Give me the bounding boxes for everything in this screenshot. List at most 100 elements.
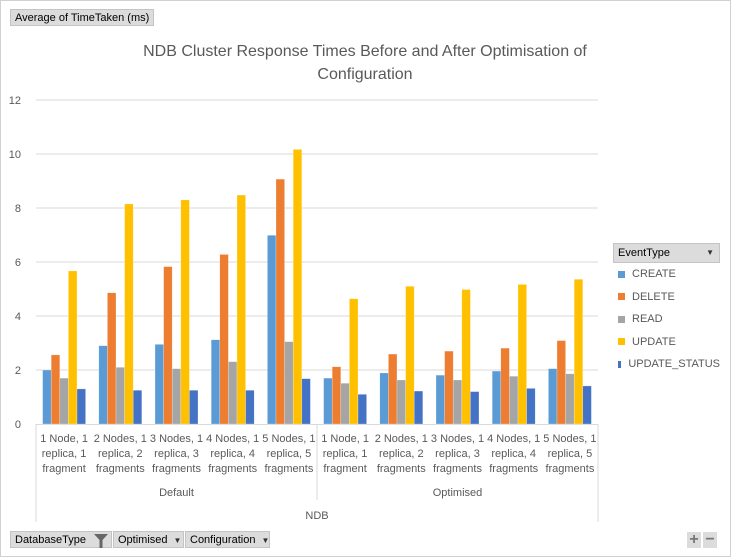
category-label: fragments <box>433 463 482 475</box>
category-label: replica, 4 <box>491 448 536 460</box>
category-label: fragment <box>42 463 85 475</box>
y-tick-label: 6 <box>15 257 21 269</box>
bar-read <box>228 361 238 425</box>
bar-update <box>68 270 78 425</box>
bar-update-status <box>245 390 255 425</box>
chart-title: Configuration <box>317 66 412 83</box>
bar-read <box>284 341 294 425</box>
y-tick-label: 10 <box>9 149 21 161</box>
bar-create <box>379 372 389 425</box>
bar-update <box>349 298 359 425</box>
y-tick-label: 8 <box>15 203 21 215</box>
y-tick-label: 0 <box>15 419 21 431</box>
bar-delete <box>107 292 117 425</box>
category-label: fragments <box>208 463 257 475</box>
category-label: fragments <box>545 463 594 475</box>
bar-update <box>236 194 246 425</box>
bar-delete <box>331 366 342 425</box>
category-label: 2 Nodes, 1 <box>375 433 428 445</box>
bar-update-status <box>582 385 592 425</box>
dropdown-icon[interactable]: ▼ <box>706 248 714 257</box>
bar-create <box>435 374 445 425</box>
bar-update <box>573 279 584 425</box>
legend-swatch <box>618 360 622 368</box>
y-tick-label: 4 <box>15 311 21 323</box>
bar-read <box>509 375 519 425</box>
bar-update-status <box>413 390 424 425</box>
bar-delete <box>50 354 61 425</box>
eventtype-field-button[interactable]: EventType ▼ <box>613 243 720 263</box>
configuration-field-button[interactable]: Configuration ▼ <box>185 531 270 548</box>
bar-delete <box>275 178 285 425</box>
category-label: fragments <box>152 463 201 475</box>
filter-icon[interactable] <box>94 533 108 548</box>
category-label: replica, 2 <box>379 448 424 460</box>
bar-create <box>42 369 52 425</box>
category-label: fragments <box>264 463 313 475</box>
optimised-label: Optimised <box>118 534 168 546</box>
outer-group-label: NDB <box>305 510 328 522</box>
category-label: 5 Nodes, 1 <box>262 433 315 445</box>
bar-delete <box>556 340 566 425</box>
category-label: 3 Nodes, 1 <box>431 433 484 445</box>
legend-item: READ <box>613 308 720 331</box>
legend-label: READ <box>632 313 663 326</box>
category-label: 4 Nodes, 1 <box>206 433 259 445</box>
dropdown-icon[interactable]: ▼ <box>173 536 182 545</box>
legend-label: UPDATE <box>632 335 676 348</box>
category-label: replica, 3 <box>435 448 480 460</box>
category-label: replica, 1 <box>42 448 87 460</box>
databasetype-label: DatabaseType <box>15 534 86 546</box>
bar-delete <box>163 266 173 425</box>
value-field-button[interactable]: Average of TimeTaken (ms) <box>10 9 155 26</box>
category-label: replica, 4 <box>210 448 255 460</box>
y-tick-label: 2 <box>15 365 21 377</box>
bar-create <box>548 368 558 425</box>
category-label: 1 Node, 1 <box>40 433 88 445</box>
bar-update-status <box>526 388 536 425</box>
bar-update-status <box>470 391 480 425</box>
category-label: fragment <box>323 463 366 475</box>
databasetype-field-button[interactable]: DatabaseType <box>10 531 112 548</box>
bar-create <box>98 345 108 425</box>
bar-read <box>171 368 182 425</box>
bar-create <box>154 344 164 425</box>
category-label: replica, 5 <box>548 448 593 460</box>
category-label: fragments <box>489 463 538 475</box>
category-label: replica, 2 <box>98 448 143 460</box>
bar-create <box>267 235 277 425</box>
collapse-button[interactable]: − <box>703 532 717 548</box>
dropdown-icon[interactable]: ▼ <box>261 536 270 545</box>
legend: EventType ▼ CREATE DELETE READ UPDATE UPDATE… <box>613 243 720 376</box>
category-label: 4 Nodes, 1 <box>487 433 540 445</box>
optimised-field-button[interactable]: Optimised ▼ <box>113 531 184 548</box>
bar-update-status <box>189 390 199 425</box>
group-label: Optimised <box>433 487 483 499</box>
legend-swatch <box>618 315 625 323</box>
bar-update <box>292 149 303 425</box>
category-label: fragments <box>96 463 145 475</box>
bar-update-status <box>301 378 311 425</box>
y-tick-label: 12 <box>9 95 21 107</box>
legend-item: DELETE <box>613 286 720 309</box>
bar-read <box>59 377 69 425</box>
bar-update-status <box>132 390 143 425</box>
expand-button[interactable]: + <box>687 532 701 548</box>
category-label: replica, 3 <box>154 448 199 460</box>
bar-read <box>115 367 125 425</box>
legend-swatch <box>618 270 625 278</box>
bar-create <box>323 377 333 425</box>
bar-delete <box>219 254 229 425</box>
bar-delete <box>444 350 454 425</box>
category-label: 5 Nodes, 1 <box>543 433 596 445</box>
category-label: 1 Node, 1 <box>321 433 369 445</box>
bar-update <box>180 199 190 425</box>
legend-swatch <box>618 293 625 301</box>
chart-title: NDB Cluster Response Times Before and Af… <box>143 43 587 60</box>
legend-swatch <box>618 338 625 346</box>
bar-read <box>565 373 575 425</box>
legend-item: UPDATE <box>613 331 720 354</box>
bar-read <box>452 379 463 425</box>
legend-label: DELETE <box>632 290 675 303</box>
